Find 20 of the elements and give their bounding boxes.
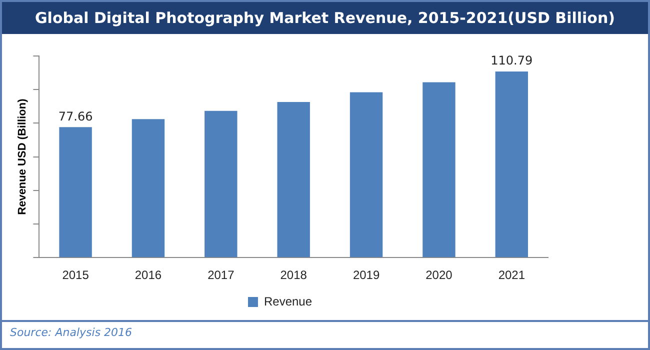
chart-title: Global Digital Photography Market Revenue, 2015-2021(USD Billion)	[2, 2, 648, 34]
x-tick-label: 2016	[134, 268, 162, 282]
data-label: 110.79	[490, 54, 533, 68]
x-tick-label: 2018	[280, 268, 308, 282]
bar	[277, 102, 310, 258]
bar	[204, 110, 238, 258]
source-note: Source: Analysis 2016	[2, 320, 648, 343]
y-axis-title: Revenue USD (Billion)	[16, 98, 29, 215]
bar	[495, 71, 528, 258]
bar	[59, 127, 92, 258]
bar	[422, 82, 456, 258]
x-tick-label: 2015	[62, 268, 90, 282]
x-tick-label: 2020	[426, 268, 453, 282]
bar	[132, 119, 165, 258]
data-label: 77.66	[58, 109, 93, 124]
bar	[350, 92, 383, 258]
x-tick-label: 2021	[498, 268, 526, 282]
x-tick-label: 2019	[352, 268, 380, 282]
legend-label: Revenue	[264, 294, 312, 308]
x-tick-label: 2017	[208, 268, 235, 282]
